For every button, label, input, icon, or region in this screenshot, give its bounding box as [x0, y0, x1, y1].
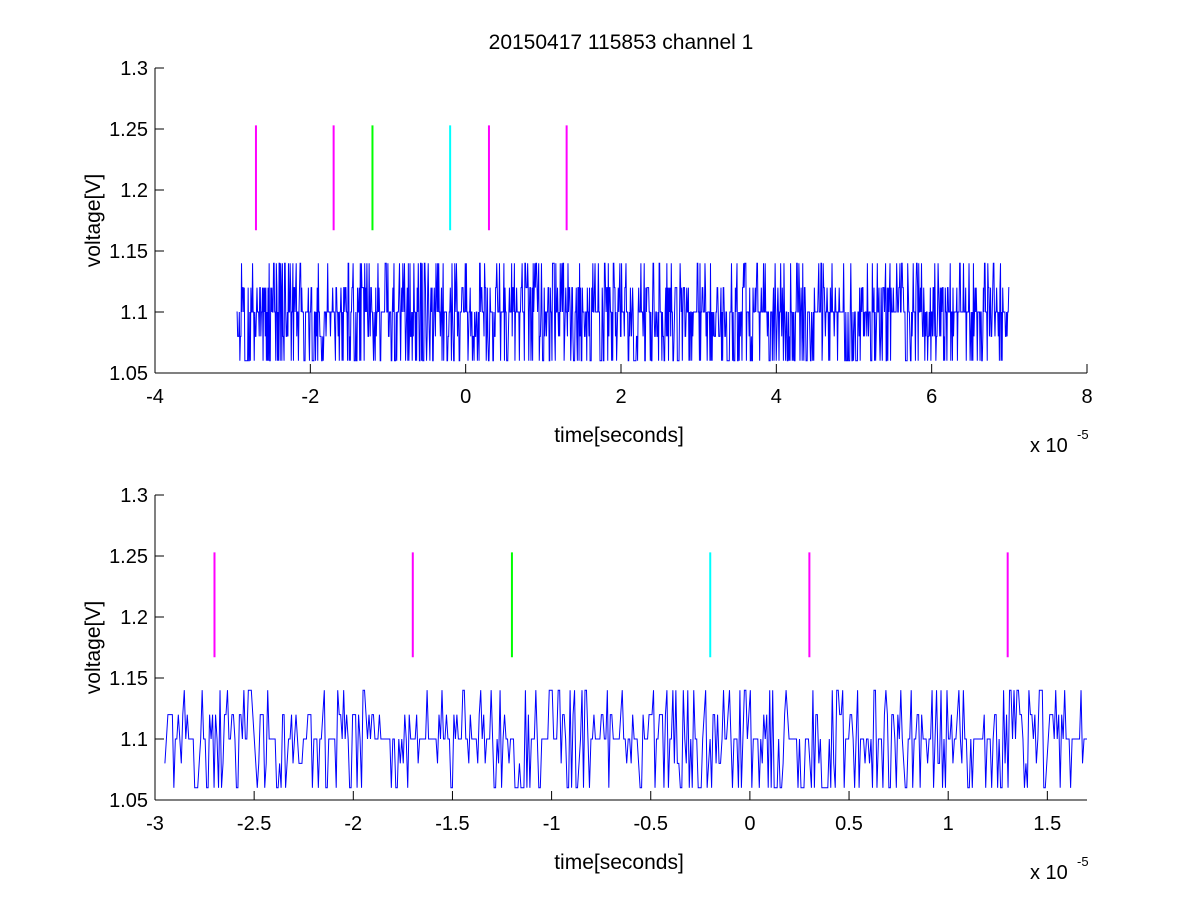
x-tick-label: -2.5 [237, 813, 271, 835]
x-tick-label: -3 [146, 813, 164, 835]
x-tick-label: 6 [926, 386, 937, 408]
x-tick-label: -1.5 [435, 813, 469, 835]
y-axis-label: voltage[V] [82, 601, 105, 694]
x-exponent-power: -5 [1077, 854, 1089, 869]
x-exponent-label: x 10 [1030, 862, 1068, 884]
bottom-subplot: -3 -2.5 -2 -1.5 -1 -0.5 0 0.5 1 1.5 1.05 1.1 1.15 1.2… [82, 485, 1089, 884]
y-tick-label: 1.1 [120, 302, 148, 324]
x-exponent-power: -5 [1077, 427, 1089, 442]
x-tick-label: 4 [771, 386, 782, 408]
x-tick-label: -2 [344, 813, 362, 835]
x-tick-label: 2 [615, 386, 626, 408]
y-tick-label: 1.25 [109, 546, 148, 568]
x-exponent-label: x 10 [1030, 435, 1068, 457]
y-axis-label: voltage[V] [82, 174, 105, 267]
y-tick-label: 1.3 [120, 485, 148, 507]
x-tick-label: -0.5 [634, 813, 668, 835]
figure-title: 20150417 115853 channel 1 [489, 31, 754, 54]
x-tick-label: 0 [744, 813, 755, 835]
y-tick-label: 1.15 [109, 241, 148, 263]
x-tick-label: 8 [1081, 386, 1092, 408]
x-tick-label: -2 [301, 386, 319, 408]
y-tick-label: 1.05 [109, 363, 148, 385]
x-tick-label: 1 [943, 813, 954, 835]
x-axis-label: time[seconds] [554, 851, 684, 874]
y-tick-label: 1.2 [120, 180, 148, 202]
x-tick-label: 0.5 [835, 813, 863, 835]
y-tick-label: 1.15 [109, 668, 148, 690]
signal-trace [236, 262, 1010, 362]
signal-trace [164, 689, 1087, 789]
y-tick-label: 1.25 [109, 119, 148, 141]
x-tick-label: 1.5 [1033, 813, 1061, 835]
x-tick-label: -1 [543, 813, 561, 835]
y-tick-label: 1.2 [120, 607, 148, 629]
x-tick-label: -4 [146, 386, 164, 408]
x-tick-label: 0 [460, 386, 471, 408]
top-subplot: -4 -2 0 2 4 6 8 1.05 1.1 1.15 1.2 1.25 1.3 time[secon… [82, 58, 1093, 457]
y-tick-label: 1.1 [120, 729, 148, 751]
y-tick-label: 1.05 [109, 790, 148, 812]
y-tick-label: 1.3 [120, 58, 148, 80]
x-axis-label: time[seconds] [554, 424, 684, 447]
